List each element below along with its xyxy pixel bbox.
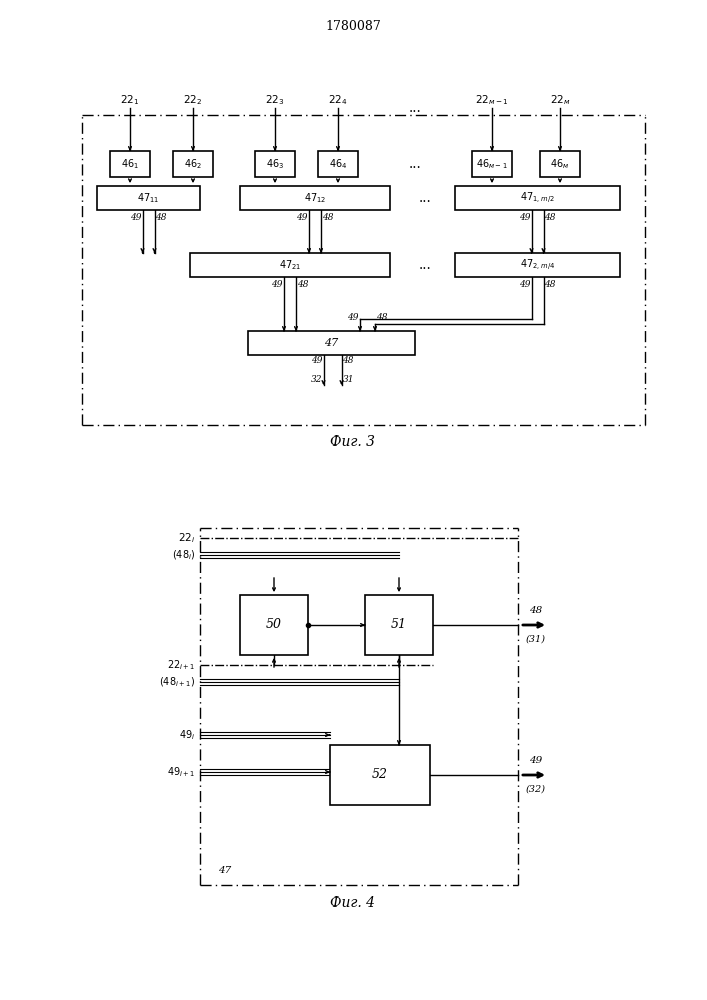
Text: 48: 48 [530,606,543,615]
Text: $47_{11}$: $47_{11}$ [137,191,160,205]
Text: 47: 47 [218,866,231,875]
Text: 48: 48 [297,280,308,289]
Text: 47: 47 [325,338,339,348]
Text: $47_{1,m/2}$: $47_{1,m/2}$ [520,190,555,206]
Text: $46_4$: $46_4$ [329,157,347,171]
Bar [455,186,620,210]
Text: 31: 31 [342,375,354,384]
Text: Фиг. 3: Фиг. 3 [330,435,375,449]
Text: $47_{21}$: $47_{21}$ [279,258,301,272]
Text: ...: ... [419,191,431,205]
Text: $46_3$: $46_3$ [266,157,284,171]
Text: 50: 50 [266,618,282,632]
Bar [240,595,308,655]
Bar [248,331,415,355]
Bar [240,186,390,210]
Text: $22_{i+1}$: $22_{i+1}$ [167,658,195,672]
Text: $(48_i)$: $(48_i)$ [172,548,195,562]
Text: $22_2$: $22_2$ [183,93,203,107]
Text: 1780087: 1780087 [325,20,381,33]
Text: ...: ... [419,258,431,272]
Bar [173,151,213,177]
Text: 48: 48 [322,213,334,222]
Text: $49_{i+1}$: $49_{i+1}$ [167,765,195,779]
Bar [318,151,358,177]
Text: ...: ... [409,157,421,171]
Bar [540,151,580,177]
Bar [330,745,430,805]
Text: $47_{12}$: $47_{12}$ [304,191,326,205]
Text: 48: 48 [544,213,556,222]
Text: $47_{2,m/4}$: $47_{2,m/4}$ [520,257,555,273]
Text: 49: 49 [530,756,543,765]
Text: 49: 49 [519,213,530,222]
Text: 51: 51 [391,618,407,632]
Text: 32: 32 [311,375,322,384]
Bar [365,595,433,655]
Text: $46_м$: $46_м$ [550,157,570,171]
Text: $46_2$: $46_2$ [184,157,202,171]
Bar [97,186,200,210]
Text: $22_м$: $22_м$ [550,93,571,107]
Bar [190,253,390,277]
Text: $(48_{i+1})$: $(48_{i+1})$ [159,675,195,689]
Text: 49: 49 [130,213,141,222]
Text: 48: 48 [156,213,167,222]
Bar [455,253,620,277]
Text: 52: 52 [372,768,388,782]
Text: (32): (32) [526,785,546,794]
Text: 49: 49 [311,356,322,365]
Text: 49: 49 [296,213,308,222]
Text: Фиг. 4: Фиг. 4 [330,896,375,910]
Bar [110,151,150,177]
Text: $22_3$: $22_3$ [265,93,285,107]
Bar [255,151,295,177]
Bar [472,151,512,177]
Text: $46_1$: $46_1$ [121,157,139,171]
Text: 48: 48 [376,313,387,322]
Text: $22_1$: $22_1$ [120,93,140,107]
Text: (31): (31) [526,635,546,644]
Text: 49: 49 [348,313,359,322]
Text: $22_4$: $22_4$ [328,93,348,107]
Text: $22_{м-1}$: $22_{м-1}$ [475,93,509,107]
Text: ...: ... [409,101,421,115]
Text: $22_i$: $22_i$ [177,531,195,545]
Text: $49_i$: $49_i$ [179,728,195,742]
Text: 48: 48 [342,356,354,365]
Text: $46_{м-1}$: $46_{м-1}$ [477,157,508,171]
Text: 48: 48 [544,280,556,289]
Text: 49: 49 [271,280,283,289]
Text: 49: 49 [519,280,530,289]
